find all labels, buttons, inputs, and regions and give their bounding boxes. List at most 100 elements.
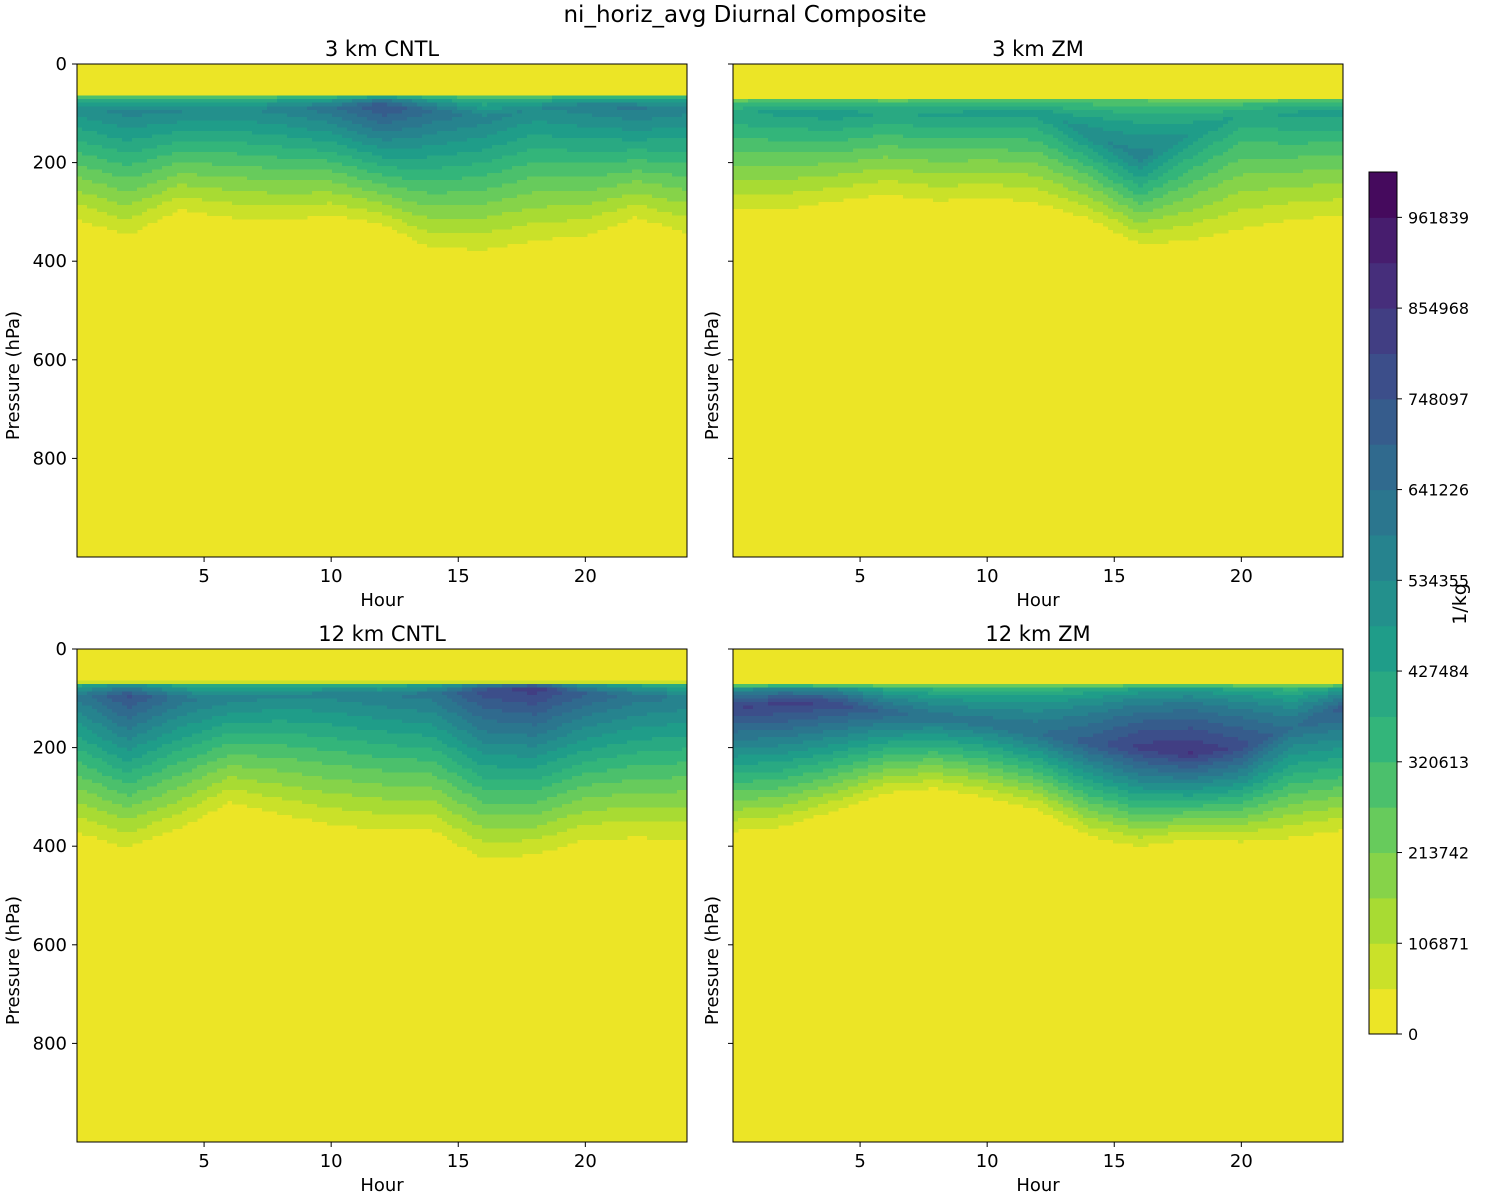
contour-cell — [803, 190, 809, 206]
contour-cell — [442, 807, 448, 823]
contour-cell — [587, 761, 593, 773]
contour-cell — [1113, 162, 1119, 174]
contour-cell — [367, 754, 373, 770]
contour-cell — [587, 687, 593, 692]
contour-cell — [552, 751, 558, 763]
contour-cell — [402, 698, 408, 710]
contour-cell — [472, 152, 478, 164]
contour-cell — [177, 761, 183, 777]
contour-cell — [592, 712, 598, 728]
contour-cell — [562, 109, 568, 125]
contour-cell — [82, 715, 88, 728]
contour-cell — [1008, 127, 1014, 139]
contour-cell — [1103, 194, 1109, 206]
contour-cell — [818, 176, 824, 192]
contour-cell — [1328, 109, 1334, 118]
contour-cell — [1113, 218, 1119, 234]
contour-cell — [347, 810, 353, 826]
contour-cell — [958, 99, 964, 104]
contour-cell — [988, 99, 994, 104]
contour-cell — [277, 95, 283, 100]
contour-cell — [913, 148, 919, 160]
contour-cell — [748, 127, 754, 139]
contour-cell — [652, 701, 658, 713]
contour-cell — [677, 201, 683, 217]
contour-cell — [137, 744, 143, 759]
contour-cell — [1108, 218, 1114, 231]
contour-cell — [552, 102, 558, 107]
contour-cell — [157, 99, 163, 104]
contour-cell — [227, 95, 233, 100]
contour-cell — [152, 95, 158, 100]
contour-cell — [582, 761, 588, 773]
contour-cell — [292, 691, 298, 696]
contour-cell — [1168, 204, 1174, 217]
contour-cell — [813, 116, 819, 132]
contour-cell — [1183, 225, 1189, 241]
contour-cell — [417, 215, 423, 231]
contour-cell — [352, 726, 358, 742]
contour-cell — [477, 800, 483, 816]
contour-cell — [512, 701, 518, 713]
contour-cell — [1098, 190, 1104, 202]
contour-cell — [282, 694, 288, 699]
contour-cell — [362, 687, 368, 692]
contour-cell — [362, 796, 368, 812]
contour-cell — [622, 691, 628, 706]
contour-cell — [232, 691, 238, 696]
contour-cell — [77, 99, 83, 104]
contour-cell — [1293, 159, 1299, 174]
contour-cell — [647, 152, 653, 164]
contour-cell — [127, 684, 133, 689]
contour-cell — [778, 116, 784, 128]
contour-cell — [532, 222, 538, 241]
contour-cell — [472, 839, 478, 854]
contour-cell — [117, 694, 123, 703]
contour-cell — [152, 751, 158, 763]
contour-cell — [427, 800, 433, 816]
contour-cell — [1223, 215, 1229, 234]
contour-cell — [793, 102, 799, 107]
contour-cell — [77, 694, 83, 703]
contour-cell — [392, 786, 398, 802]
contour-cell — [462, 691, 468, 699]
contour-cell — [277, 694, 283, 699]
contour-cell — [1088, 99, 1094, 104]
contour-cell — [242, 166, 248, 178]
contour-cell — [582, 786, 588, 798]
contour-cell — [522, 166, 528, 181]
contour-cell — [262, 687, 268, 692]
contour-cell — [192, 744, 198, 759]
contour-cell — [222, 120, 228, 132]
contour-cell — [1328, 106, 1334, 111]
contour-cell — [387, 123, 393, 132]
contour-cell — [152, 680, 158, 685]
contour-cell — [622, 768, 628, 780]
contour-cell — [512, 99, 518, 104]
contour-cell — [117, 779, 123, 794]
contour-cell — [507, 99, 513, 104]
contour-cell — [482, 708, 488, 721]
contour-cell — [572, 176, 578, 192]
contour-cell — [397, 187, 403, 199]
contour-cell — [462, 141, 468, 153]
contour-cell — [1103, 187, 1109, 195]
contour-cell — [1083, 173, 1089, 185]
contour-cell — [402, 201, 408, 213]
contour-cell — [592, 102, 598, 118]
contour-cell — [257, 712, 263, 724]
contour-cell — [883, 144, 889, 157]
contour-cell — [798, 190, 804, 206]
contour-cell — [232, 166, 238, 178]
contour-cell — [237, 680, 243, 685]
contour-cell — [377, 155, 383, 167]
contour-cell — [287, 137, 293, 150]
contour-cell — [82, 99, 88, 104]
contour-cell — [1218, 169, 1224, 185]
contour-cell — [77, 722, 83, 738]
contour-cell — [157, 680, 163, 685]
contour-cell — [122, 807, 128, 819]
contour-cell — [257, 722, 263, 735]
contour-cell — [387, 141, 393, 150]
contour-cell — [748, 754, 754, 766]
